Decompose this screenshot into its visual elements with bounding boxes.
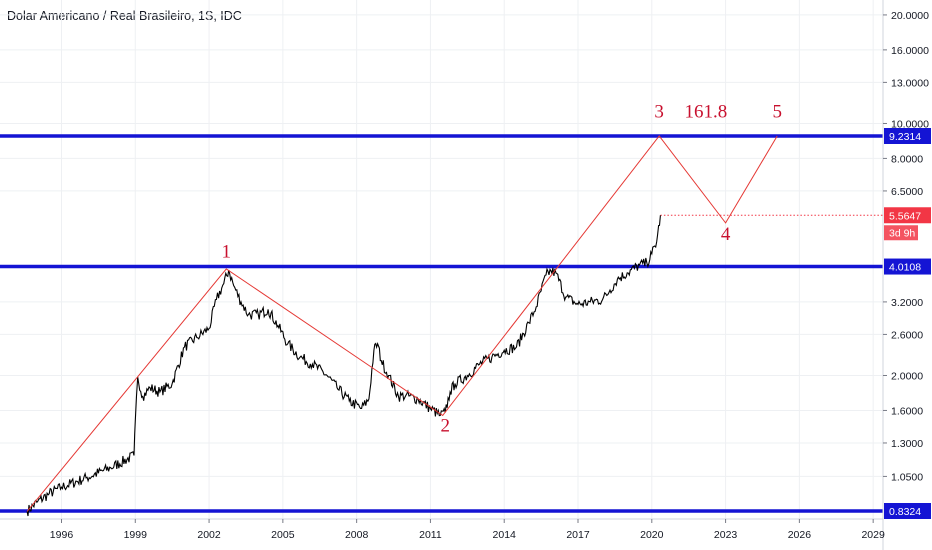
y-tick-label: 13.0000 [891, 77, 929, 89]
level-badge-label: 0.8324 [889, 506, 921, 518]
x-tick-label: 2005 [271, 529, 295, 541]
grid-lines [0, 0, 883, 519]
x-tick-label: 2023 [714, 529, 738, 541]
x-tick-label: 2017 [566, 529, 590, 541]
y-tick-label: 1.6000 [891, 405, 923, 417]
x-tick-label: 2029 [861, 529, 885, 541]
x-tick-label: 2002 [197, 529, 221, 541]
wave-label-4: 4 [721, 224, 731, 245]
current-price-badge [884, 207, 931, 224]
x-tick-label: 1996 [50, 529, 74, 541]
x-tick-label: 2011 [419, 529, 442, 541]
level-badge-label: 4.0108 [889, 262, 921, 274]
y-tick-label: 3.2000 [891, 297, 923, 309]
wave-labels: 1 2 3 4 5 161.8 [222, 101, 782, 436]
wave-label-1: 1 [222, 241, 232, 262]
price-axis[interactable]: 20.0000 16.0000 13.0000 10.0000 8.0000 6.5000… [883, 10, 929, 483]
level-badge [884, 127, 931, 144]
y-tick-label: 2.0000 [891, 371, 923, 383]
level-badge-label: 9.2314 [889, 131, 921, 143]
x-tick-label: 2014 [493, 529, 517, 541]
level-badge [884, 258, 931, 275]
countdown-badge [884, 225, 918, 241]
y-tick-label: 2.6000 [891, 329, 923, 341]
wave-label-3: 3 [654, 101, 664, 122]
y-tick-label: 10.0000 [891, 118, 929, 130]
price-series-line[interactable] [26, 215, 661, 517]
y-tick-label: 8.0000 [891, 153, 923, 165]
y-tick-label: 6.5000 [891, 186, 923, 198]
time-axis[interactable]: 1996 1999 2002 2005 2008 2011 2014 2017 2020 2023… [50, 519, 885, 541]
horizontal-levels[interactable] [0, 134, 883, 513]
wave-label-5: 5 [772, 101, 782, 122]
price-badges: 9.2314 4.0108 0.8324 5.5647 3d 9h [884, 127, 931, 519]
y-tick-label: 16.0000 [891, 45, 929, 57]
countdown-label: 3d 9h [889, 227, 915, 239]
wave-label-2: 2 [440, 415, 450, 436]
y-tick-label: 20.0000 [891, 10, 929, 22]
x-tick-label: 2020 [640, 529, 664, 541]
x-tick-label: 1999 [124, 529, 148, 541]
x-tick-label: 2008 [345, 529, 369, 541]
fib-label: 161.8 [685, 101, 728, 122]
elliott-wave-projection[interactable] [26, 135, 778, 512]
current-price-label: 5.5647 [889, 210, 921, 222]
y-tick-label: 1.3000 [891, 438, 923, 450]
x-tick-label: 2026 [788, 529, 812, 541]
level-badge [884, 503, 931, 519]
chart-title: Dolar Americano / Real Brasileiro, 1S, I… [7, 9, 242, 23]
y-tick-label: 1.0500 [891, 471, 923, 483]
